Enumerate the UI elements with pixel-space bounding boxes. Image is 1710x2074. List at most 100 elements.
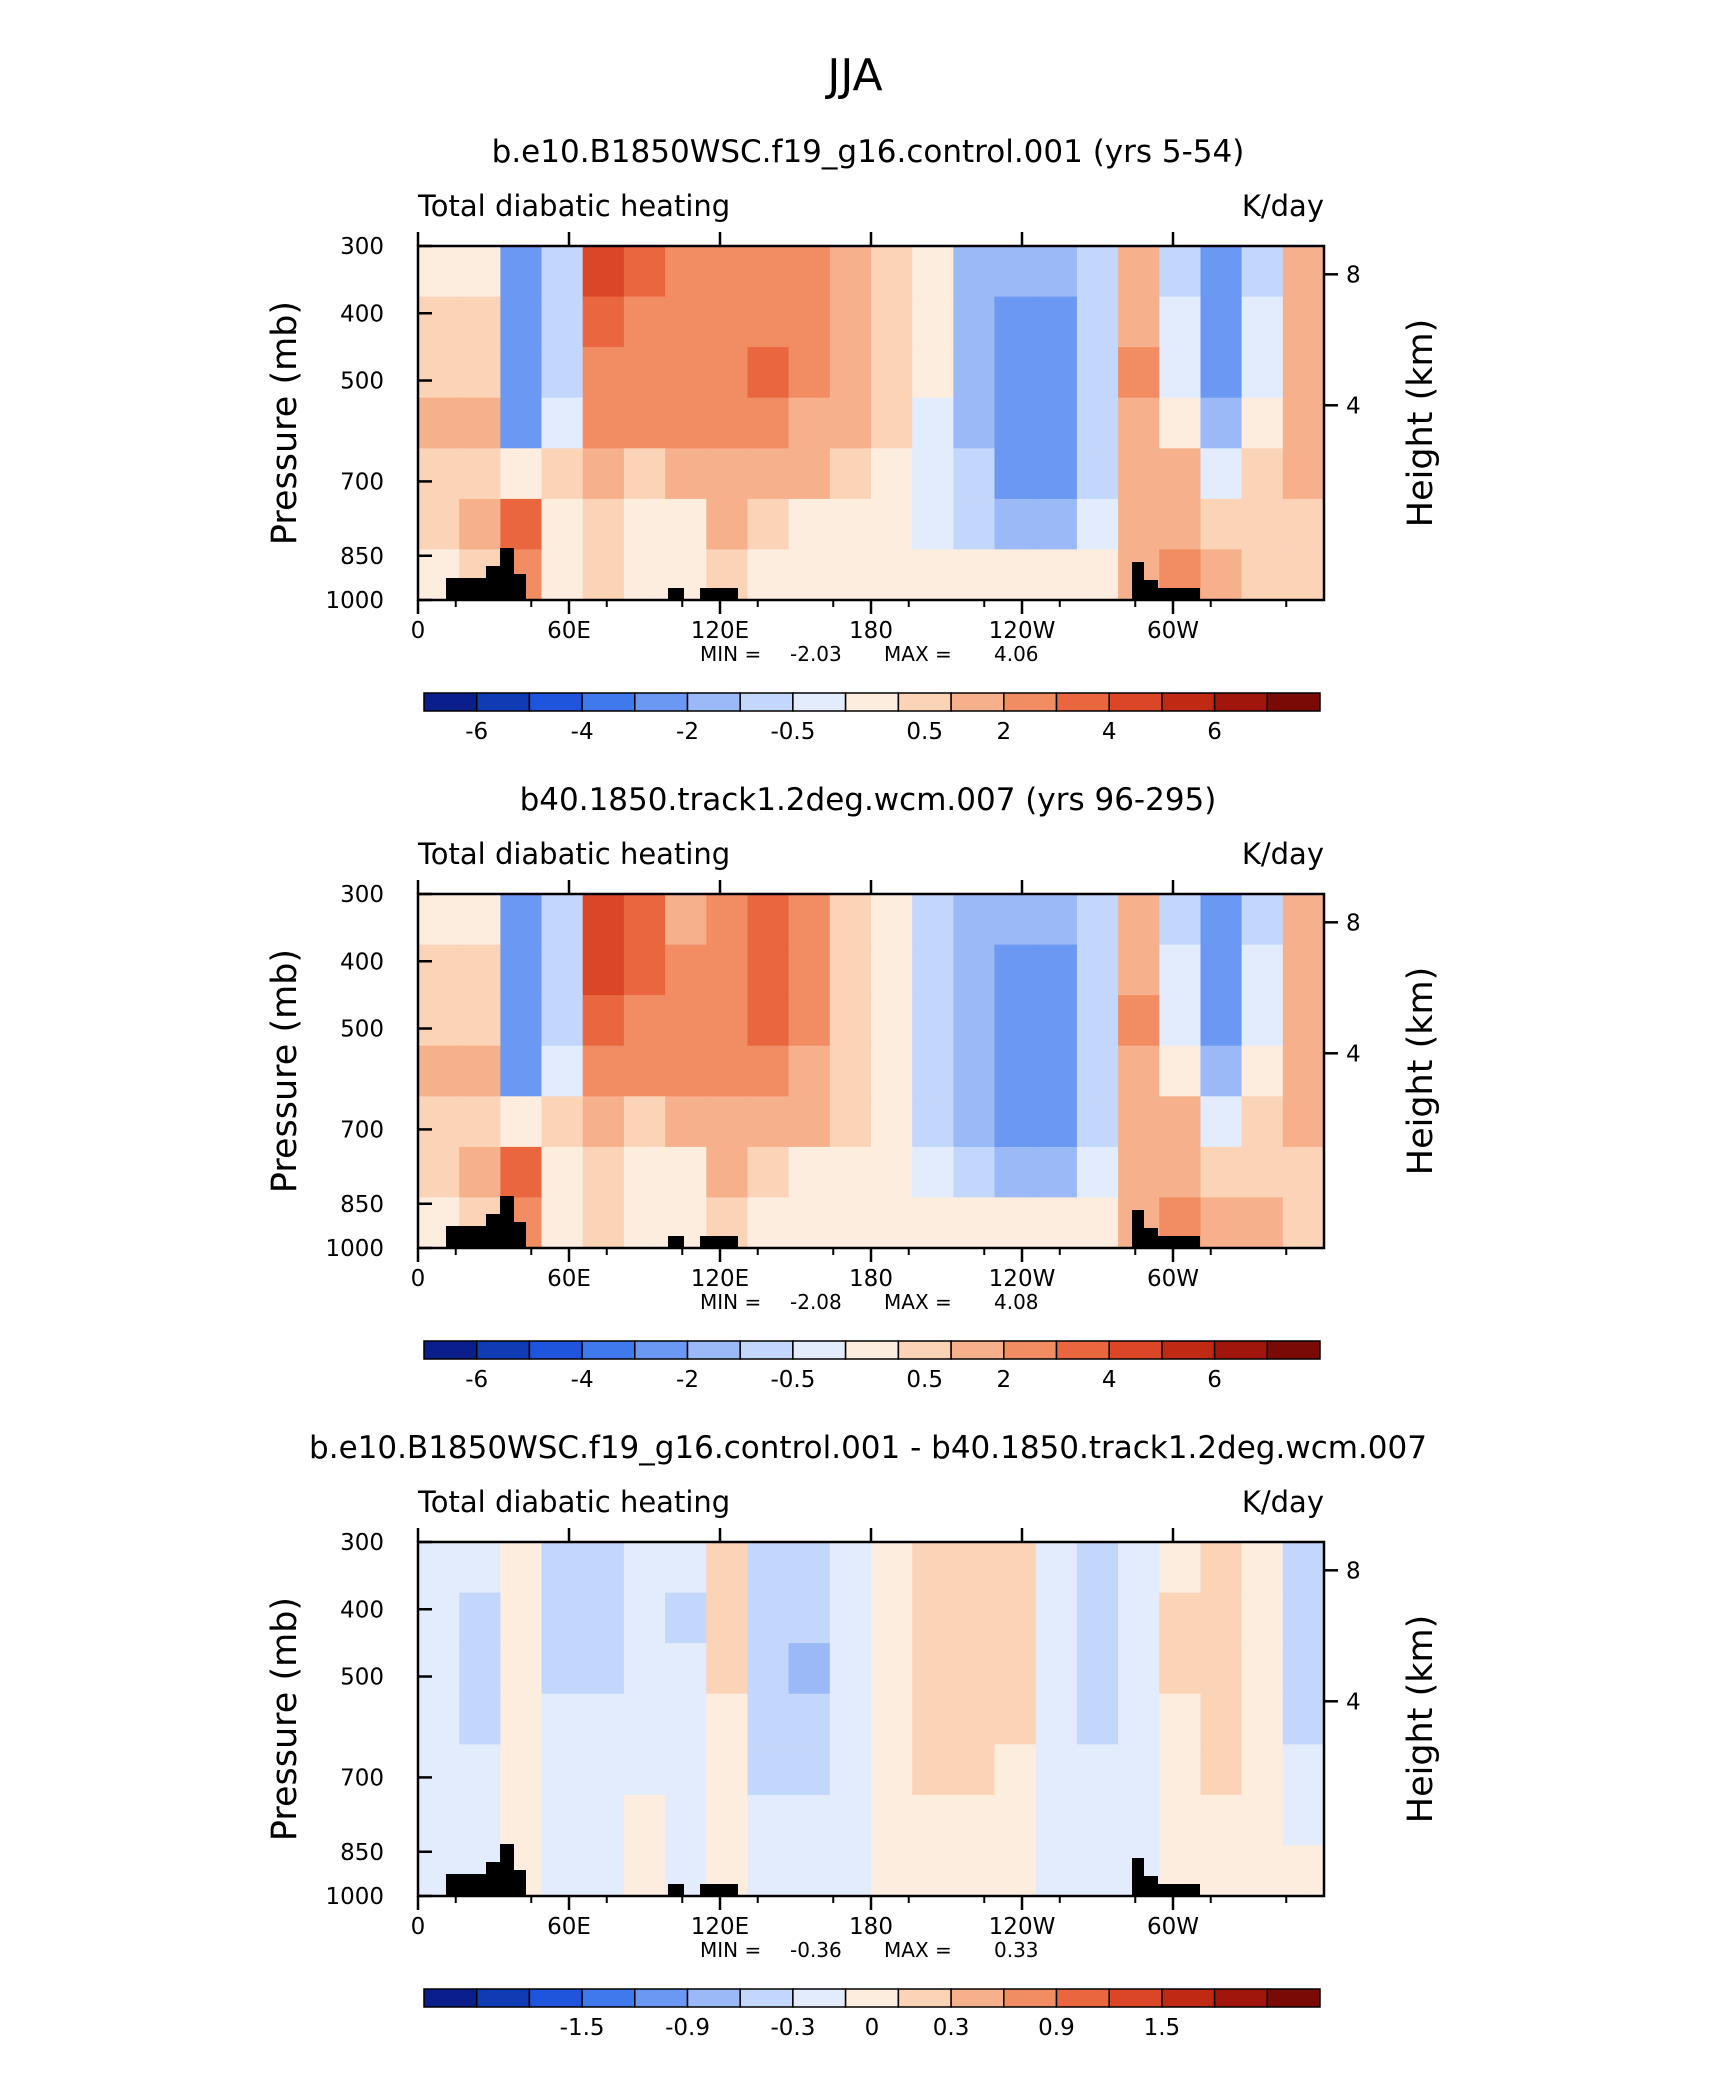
field-cell: [665, 894, 708, 946]
field-cell: [953, 1693, 996, 1746]
y-tick-label: 400: [340, 1597, 384, 1623]
field-cell: [953, 995, 996, 1047]
x-tick-label: 120E: [691, 1266, 749, 1292]
field-cell: [747, 1845, 790, 1896]
field-cell: [1035, 246, 1078, 298]
field-cell: [1159, 347, 1202, 399]
field-cell: [623, 1096, 666, 1148]
field-cell: [459, 1045, 502, 1098]
y-tick-label: 1000: [325, 1884, 384, 1910]
topography-block: [514, 1222, 526, 1248]
field-cell: [623, 549, 666, 600]
field-cell: [541, 1197, 584, 1248]
field-cell: [994, 1592, 1037, 1644]
field-cell: [871, 1096, 913, 1148]
max-label: MAX =: [884, 642, 952, 666]
field-cell: [1282, 1542, 1324, 1594]
field-cell: [500, 1794, 543, 1847]
field-cell: [1200, 1045, 1243, 1098]
field-cell: [706, 1744, 749, 1796]
field-cell: [582, 1096, 625, 1148]
field-cell: [706, 296, 749, 348]
topography-block: [446, 578, 486, 600]
field-cell: [459, 1096, 502, 1148]
field-cell: [1118, 1693, 1161, 1746]
field-cell: [1200, 995, 1243, 1047]
x-tick-label: 120W: [989, 1914, 1056, 1940]
colorbar-label: 6: [1207, 719, 1222, 745]
field-cell: [788, 1744, 831, 1796]
field-cell: [706, 1096, 749, 1148]
colorbar-swatch: [634, 1988, 689, 2008]
field-cell: [623, 1845, 666, 1896]
field-cell: [582, 1197, 625, 1248]
field-cell: [1282, 1096, 1324, 1148]
field-cell: [1035, 1197, 1078, 1248]
field-cell: [953, 1744, 996, 1796]
field-cell: [1118, 995, 1161, 1047]
y2-tick-label: 8: [1346, 910, 1361, 936]
colorbar-swatch: [475, 1988, 531, 2008]
field-cell: [1159, 1592, 1202, 1644]
topography-block: [700, 1884, 738, 1896]
colorbar-swatch: [686, 1340, 741, 1360]
colorbar-swatch: [1213, 692, 1269, 712]
field-cell: [1035, 894, 1078, 946]
colorbar-swatch: [581, 692, 636, 712]
field-cell: [994, 296, 1037, 348]
min-label: MIN =: [700, 642, 761, 666]
topography-block: [668, 1884, 684, 1896]
field-cell: [1159, 1744, 1202, 1796]
colorbar: -6 -4 -2 -0.5 0.5 2 4 6: [423, 692, 1321, 745]
field-cell: [953, 1146, 996, 1199]
field-cell: [1076, 944, 1119, 996]
field-cell: [1076, 1045, 1119, 1098]
field-cell: [1282, 1592, 1324, 1644]
colorbar-swatch: [897, 692, 952, 712]
variable-label: Total diabatic heating: [417, 837, 730, 871]
field-cell: [623, 1794, 666, 1847]
field-cell: [1241, 246, 1284, 298]
field-cell: [541, 1845, 584, 1896]
field-cell: [1200, 1592, 1243, 1644]
colorbar-label: 4: [1102, 719, 1117, 745]
field-cell: [1200, 498, 1243, 551]
field-cell: [623, 1744, 666, 1796]
topography-block: [668, 588, 684, 600]
panel-title: b.e10.B1850WSC.f19_g16.control.001 - b40…: [309, 1430, 1427, 1466]
field-cell: [582, 498, 625, 551]
field-cell: [665, 1794, 708, 1847]
field-cell: [994, 1542, 1037, 1594]
colorbar-swatch: [581, 1988, 636, 2008]
field-cell: [1241, 549, 1284, 600]
field-cell: [788, 498, 831, 551]
y-tick-label: 850: [340, 1840, 384, 1866]
field-cell: [1035, 296, 1078, 348]
field-cell: [953, 1096, 996, 1148]
field-cell: [994, 1744, 1037, 1796]
field-cell: [1035, 1045, 1078, 1098]
field-cell: [623, 944, 666, 996]
colorbar-swatch: [1266, 1988, 1321, 2008]
field-cell: [1118, 1794, 1161, 1847]
max-value: 0.33: [994, 1938, 1039, 1962]
colorbar-swatch: [686, 1988, 741, 2008]
min-value: -2.03: [790, 642, 842, 666]
field-cell: [582, 246, 625, 298]
field-cell: [994, 1045, 1037, 1098]
field-cell: [541, 1794, 584, 1847]
topography-block: [514, 1870, 526, 1896]
field-cell: [871, 397, 913, 450]
field-cell: [418, 1693, 460, 1746]
field-cell: [747, 246, 790, 298]
field-cell: [994, 448, 1037, 500]
y-tick-label: 400: [340, 301, 384, 327]
field-cell: [1159, 894, 1202, 946]
field-cell: [665, 995, 708, 1047]
field-cell: [1200, 347, 1243, 399]
field-cell: [1282, 448, 1324, 500]
field-cell: [541, 894, 584, 946]
field-cell: [1241, 498, 1284, 551]
field-cell: [1200, 1542, 1243, 1594]
field-cell: [706, 397, 749, 450]
